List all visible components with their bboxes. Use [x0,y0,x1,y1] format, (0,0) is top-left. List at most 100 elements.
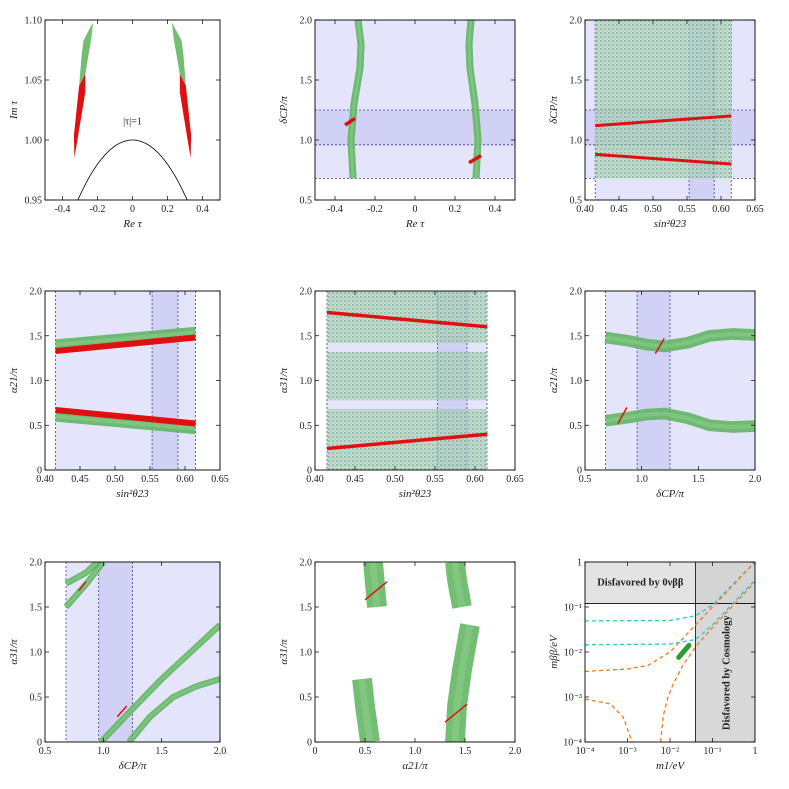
green-scatter-region [595,20,732,179]
unit-circle-annotation: |τ|=1 [123,116,142,127]
red-segment [55,334,196,354]
x-tick-label: 0.65 [211,474,229,485]
x-tick-label: 0.5 [359,746,372,757]
green-region [79,22,94,86]
x-tick-label: 0.45 [71,474,89,485]
x-tick-label: 0.55 [426,474,444,485]
x-tick-label: 2.0 [749,474,762,485]
series-no-lower-right [659,581,755,742]
x-tick-label: 1.0 [635,474,648,485]
red-segment [326,310,488,329]
x-tick-label: 1 [753,746,758,757]
axes-frame [44,19,221,201]
y-tick-label: 1.00 [25,136,43,147]
x-tick-label: 0.4 [196,204,209,215]
y-tick-label: 10⁻⁴ [563,738,582,749]
x-tick-label: 0.60 [466,474,484,485]
green-scatter-band-core [100,624,220,742]
panel-p1: -0.4 -0.2 0 0.2 0.4 0.95 1.00 1.05 1.10 Re τ Im τ |… [8,16,221,230]
x-tick-label: 1.0 [97,746,110,757]
x-tick-label: 0.5 [39,746,52,757]
x-tick-label: 0 [130,204,135,215]
green-scatter-band-core [349,20,363,179]
x-axis-label: sin²θ23 [654,218,687,230]
red-segment [55,407,196,427]
y-tick-label: 1.5 [300,76,313,87]
x-tick-label: 0.40 [306,474,324,485]
green-scatter-band-core [369,562,381,608]
x-tick-label: 0.2 [161,204,174,215]
series-no-upper [585,562,755,673]
axes-frame [584,19,756,201]
green-scatter-band-core [451,624,474,742]
y-tick-label: 2.0 [300,287,313,298]
y-tick-label: 1.0 [300,648,313,659]
x-tick-label: 0.4 [489,204,502,215]
panel-p9: 10⁻⁴ 10⁻³ 10⁻² 10⁻¹ 1 10⁻⁴ 10⁻³ 10⁻² 10⁻¹ 1 m1/eV m… [548,558,758,773]
y-tick-label: 10⁻³ [564,693,582,704]
y-tick-label: 1.5 [570,76,583,87]
green-scatter-band-core [55,414,196,431]
green-scatter-band-core [358,678,374,742]
plot-area-p1 [73,22,192,200]
series-io-lower [585,579,755,646]
x-tick-label: 0 [413,204,418,215]
y-tick-label: 1.0 [300,376,313,387]
x-tick-label: 0.60 [176,474,194,485]
plot-area-p9 [585,562,755,742]
y-tick-label: 0.5 [300,196,313,207]
x-tick-label: 1.5 [692,474,705,485]
x-tick-label: 0.2 [449,204,462,215]
y-tick-label: 2.0 [570,287,583,298]
label-0vbb: Disfavored by 0νββ [597,578,684,589]
y-tick-label: 1.10 [25,16,43,27]
x-tick-label: 2.0 [214,746,227,757]
y-tick-label: 1.5 [570,331,583,342]
x-tick-label: 0.40 [576,204,594,215]
y-tick-label: 2.0 [30,287,43,298]
green-scatter-band-core [605,411,755,430]
y-axis-label: α21/π [8,367,20,393]
x-tick-label: 0.55 [141,474,159,485]
x-tick-label: 10⁻² [661,746,679,757]
series-io-upper [585,562,755,622]
red-region [179,74,192,158]
panel-p3: 0.40 0.45 0.50 0.55 0.60 0.65 0.5 1.0 1.5 2.0 sin²… [548,16,764,231]
x-tick-label: 10⁻⁴ [576,746,595,757]
y-tick-label: 1.5 [300,603,313,614]
y-tick-label: 0.5 [570,196,583,207]
unit-circle-curve [77,139,188,200]
plot-area-p7 [63,562,220,742]
x-tick-label: -0.4 [327,204,343,215]
panel-p2: -0.4 -0.2 0 0.2 0.4 0.5 1.0 1.5 2.0 Re τ δCP/π [278,16,516,230]
red-region [73,74,86,158]
x-tick-label: 1.5 [459,746,472,757]
y-tick-label: 10⁻¹ [564,603,582,614]
band-dark [152,291,178,470]
panel-p8: 0 0.5 1.0 1.5 2.0 0 0.5 1.0 1.5 2.0 α21/π α31/π [278,558,521,773]
y-tick-label: 0 [307,738,312,749]
y-tick-label: 0.5 [30,421,43,432]
plot-area-p8 [352,562,480,742]
x-tick-label: 1.5 [155,746,168,757]
green-scatter-band-core [55,330,196,347]
y-axis-label: δCP/π [548,96,560,124]
plot-area-p6 [604,291,755,470]
red-segment [344,116,356,127]
y-axis-label: α31/π [278,367,290,393]
x-axis-label: Re τ [405,218,425,230]
x-tick-label: 0.40 [36,474,54,485]
panel-p5: 0.40 0.45 0.50 0.55 0.60 0.65 0 0.5 1.0 1.5 2.0 sin… [278,287,524,501]
y-tick-label: 0.5 [300,421,313,432]
green-scatter-band-core [467,20,480,179]
plot-area-p5 [326,291,488,470]
y-axis-label: Im τ [8,100,20,120]
green-scatter-band-core [605,331,755,349]
green-scatter-band-core [65,562,99,585]
x-tick-label: 0 [313,746,318,757]
y-tick-label: 0.5 [300,693,313,704]
red-segment [654,338,665,354]
